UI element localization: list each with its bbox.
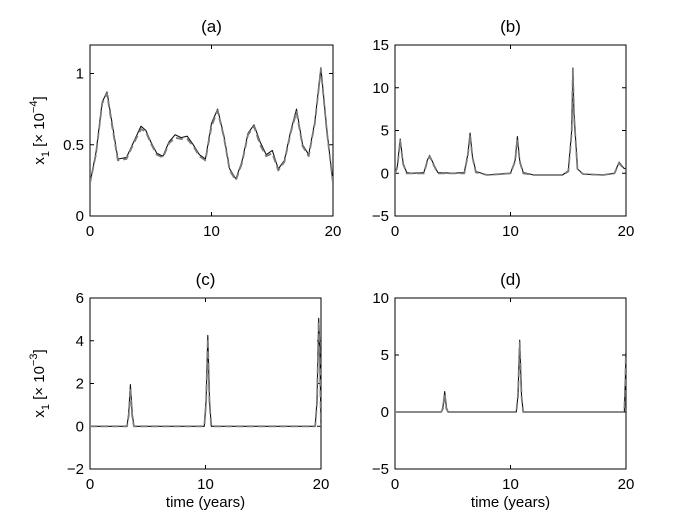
y-tick-label: −5 bbox=[372, 208, 389, 225]
x-tick-label: 0 bbox=[86, 476, 94, 493]
y-tick-label: −5 bbox=[372, 461, 389, 478]
y-tick-label: 5 bbox=[381, 123, 389, 140]
series-line-dashed bbox=[90, 320, 321, 428]
series-line-dashed bbox=[395, 341, 626, 413]
y-axis-label: x1 [× 10−4] bbox=[28, 96, 52, 164]
series-line-dashed bbox=[395, 68, 626, 176]
x-tick-label: 0 bbox=[391, 476, 399, 493]
y-tick-label: 5 bbox=[381, 347, 389, 364]
x-tick-label: 20 bbox=[618, 223, 635, 240]
y-tick-label: 0 bbox=[76, 418, 84, 435]
y-tick-label: −2 bbox=[67, 461, 84, 478]
x-tick-label: 10 bbox=[502, 223, 519, 240]
x-axis-label: time (years) bbox=[166, 494, 245, 511]
x-axis-label: time (years) bbox=[471, 494, 550, 511]
x-tick-label: 20 bbox=[325, 223, 342, 240]
x-tick-label: 20 bbox=[618, 476, 635, 493]
chart-panel-a: (a) 0 10 20 0 0.5 1 x1 [× 10−4] bbox=[28, 17, 341, 240]
y-tick-label: 0 bbox=[381, 165, 389, 182]
y-tick-label: 0.5 bbox=[63, 137, 84, 154]
panel-title: (a) bbox=[201, 17, 222, 36]
y-tick-label: 15 bbox=[372, 37, 389, 54]
x-tick-label: 0 bbox=[391, 223, 399, 240]
y-tick-label: 2 bbox=[76, 376, 84, 393]
panel-title: (c) bbox=[196, 270, 216, 289]
series-line-dashed bbox=[90, 68, 333, 184]
x-tick-label: 0 bbox=[86, 223, 94, 240]
y-tick-label: 10 bbox=[372, 80, 389, 97]
x-tick-label: 10 bbox=[197, 476, 214, 493]
x-tick-label: 10 bbox=[502, 476, 519, 493]
y-tick-label: 4 bbox=[76, 333, 84, 350]
x-tick-label: 20 bbox=[313, 476, 330, 493]
y-tick-label: 0 bbox=[381, 404, 389, 421]
y-tick-label: 1 bbox=[76, 66, 84, 83]
y-tick-label: 0 bbox=[76, 208, 84, 225]
y-tick-label: 10 bbox=[372, 290, 389, 307]
x-tick-label: 10 bbox=[203, 223, 220, 240]
panel-title: (b) bbox=[500, 17, 521, 36]
y-tick-label: 6 bbox=[76, 290, 84, 307]
y-axis-label: x1 [× 10−3] bbox=[28, 349, 52, 417]
panel-title: (d) bbox=[500, 270, 521, 289]
